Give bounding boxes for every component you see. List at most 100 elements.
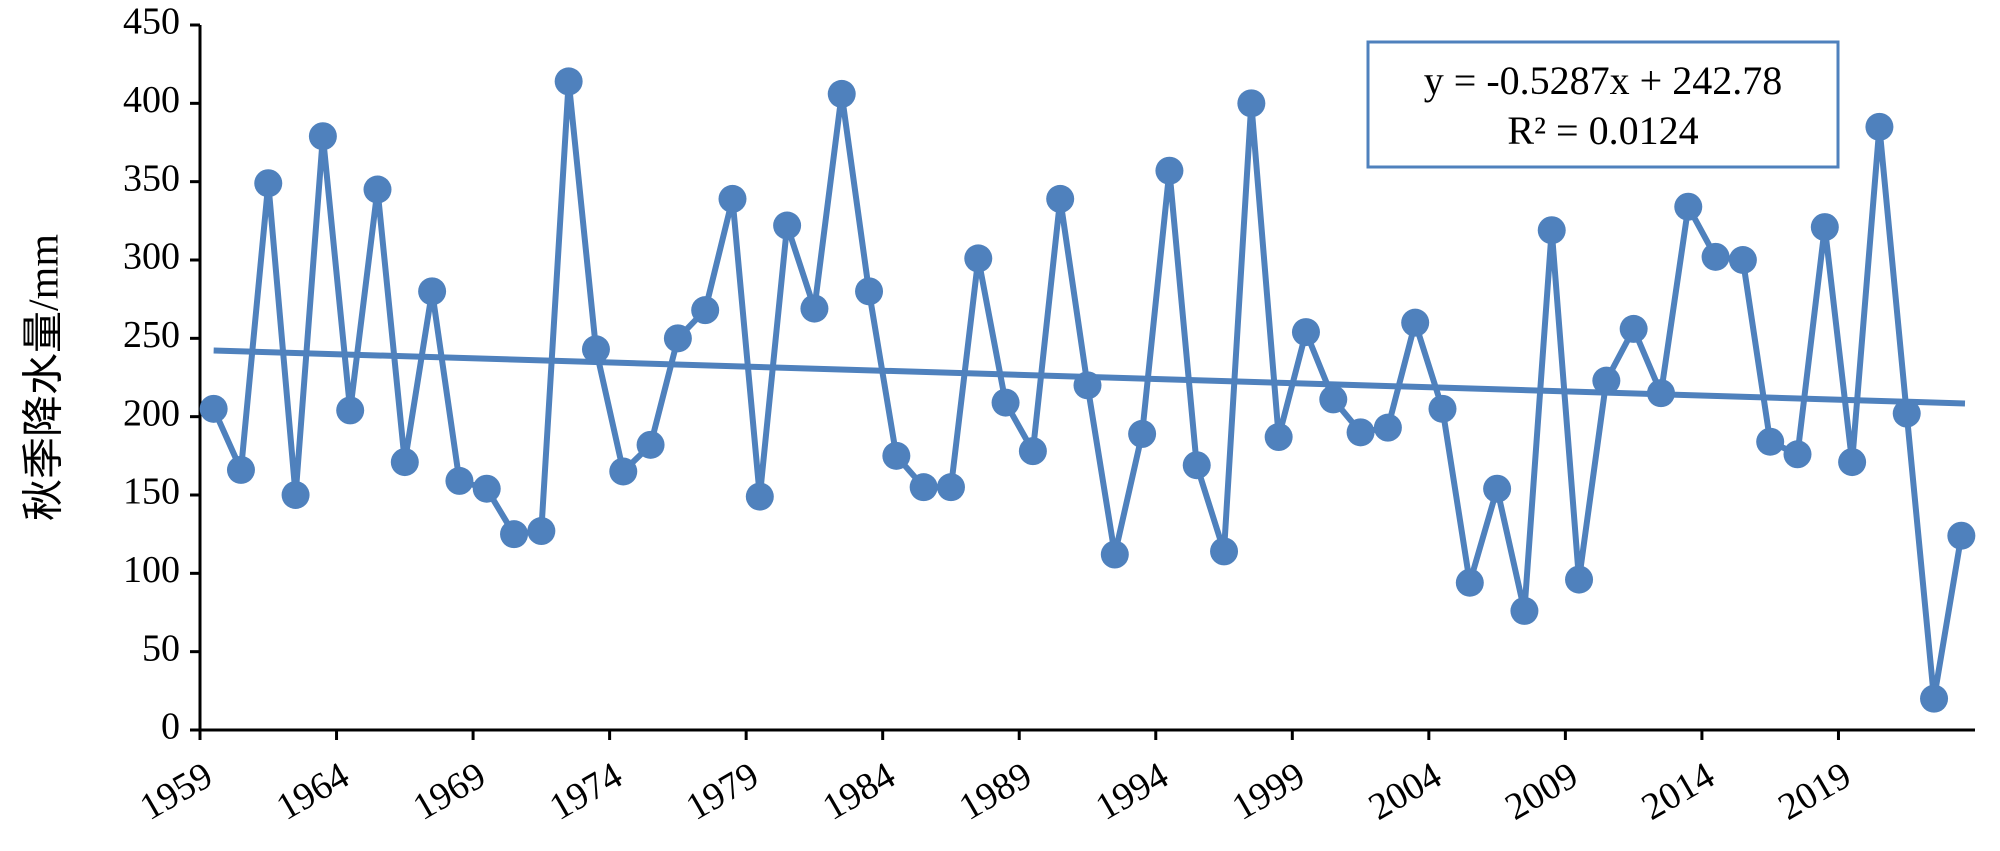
x-tick-label: 2004 [1362, 754, 1449, 828]
trendline-r-squared: R² = 0.0124 [1507, 108, 1698, 153]
data-point [1073, 371, 1102, 400]
axes [198, 25, 1975, 732]
y-tick-label: 0 [161, 706, 180, 748]
data-point [855, 277, 884, 306]
data-point [1155, 156, 1184, 185]
y-tick-label: 200 [123, 392, 180, 434]
data-point [1428, 394, 1457, 423]
x-tick-label: 2014 [1635, 754, 1722, 828]
x-tick-label: 2019 [1771, 754, 1858, 828]
data-point [500, 520, 529, 549]
data-point [1947, 521, 1976, 550]
y-tick-label: 150 [123, 471, 180, 513]
data-point [827, 79, 856, 108]
data-point [281, 481, 310, 509]
data-point [1920, 684, 1949, 713]
data-point [964, 244, 993, 273]
x-tick-label: 1979 [679, 754, 766, 828]
data-point [1455, 568, 1484, 597]
data-point [636, 430, 665, 459]
data-point [527, 517, 556, 546]
y-tick-label: 400 [123, 79, 180, 121]
data-point [226, 455, 255, 484]
y-ticks: 0 50 100 150 200 250 300 350 400 450 [123, 1, 200, 748]
x-tick-label: 1989 [952, 754, 1039, 828]
data-point [1619, 314, 1648, 343]
data-point [1128, 419, 1157, 448]
data-point [1401, 308, 1430, 337]
y-tick-label: 50 [142, 627, 180, 669]
data-point [1510, 596, 1539, 625]
data-point [336, 396, 365, 425]
data-point [718, 184, 747, 213]
data-point [1728, 246, 1757, 274]
x-tick-label: 1994 [1089, 754, 1176, 828]
y-tick-label: 250 [123, 314, 180, 356]
data-point [1756, 427, 1785, 456]
data-point [363, 175, 392, 204]
data-point [691, 296, 720, 325]
data-point [254, 169, 283, 198]
x-tick-label: 1964 [269, 754, 356, 828]
data-point [1046, 184, 1075, 213]
trendline-equation: y = -0.5287x + 242.78 [1424, 58, 1782, 103]
data-point [1646, 379, 1675, 408]
data-point [1592, 366, 1621, 395]
data-point [1674, 192, 1703, 221]
y-tick-label: 350 [123, 157, 180, 199]
data-point [1892, 399, 1921, 428]
data-point [1319, 385, 1348, 414]
data-point [800, 294, 829, 323]
data-point [663, 324, 692, 353]
equation-box-border [1366, 40, 1840, 169]
data-point [1291, 318, 1320, 347]
data-point [308, 122, 337, 151]
data-point [1373, 413, 1402, 442]
series [199, 67, 1976, 713]
data-point [1210, 537, 1239, 566]
data-point [554, 67, 583, 96]
data-point [609, 457, 638, 486]
data-point [1100, 540, 1129, 569]
data-point [390, 448, 419, 477]
data-point [909, 473, 938, 502]
data-point [773, 211, 802, 240]
y-tick-label: 100 [123, 549, 180, 591]
data-point [1537, 216, 1566, 245]
x-tick-label: 1974 [543, 754, 630, 828]
data-point [936, 473, 965, 502]
y-axis-title: 秋季降水量/mm [22, 234, 68, 521]
data-point [991, 388, 1020, 417]
x-ticks: 1959 1964 1969 1974 1979 1984 1989 1994 1999 2004… [133, 730, 1858, 829]
data-point [1783, 440, 1812, 469]
x-tick-label: 1969 [406, 754, 493, 828]
data-point [1701, 242, 1730, 271]
data-point [882, 441, 911, 470]
x-tick-label: 1999 [1225, 754, 1312, 828]
data-point [1865, 112, 1894, 141]
data-point [445, 466, 474, 495]
data-point [418, 277, 447, 306]
data-point [1264, 423, 1293, 452]
y-axis-title-group: 秋季降水量/mm [22, 234, 68, 521]
data-point [581, 335, 610, 364]
data-point [1810, 213, 1839, 242]
data-point [199, 394, 228, 423]
y-tick-label: 450 [123, 1, 180, 43]
data-point [1237, 89, 1266, 118]
data-point [1346, 418, 1375, 447]
data-point [1182, 451, 1211, 480]
x-tick-label: 1959 [133, 754, 220, 828]
data-point [745, 482, 774, 511]
y-tick-label: 300 [123, 236, 180, 278]
data-point [1483, 474, 1512, 503]
data-point [1565, 565, 1594, 594]
trendline-equation-box: y = -0.5287x + 242.78 R² = 0.0124 [1366, 40, 1840, 169]
data-point [1018, 437, 1047, 466]
x-tick-label: 1984 [816, 754, 903, 828]
data-point [472, 474, 501, 503]
x-tick-label: 2009 [1498, 754, 1585, 828]
data-point [1838, 448, 1867, 477]
